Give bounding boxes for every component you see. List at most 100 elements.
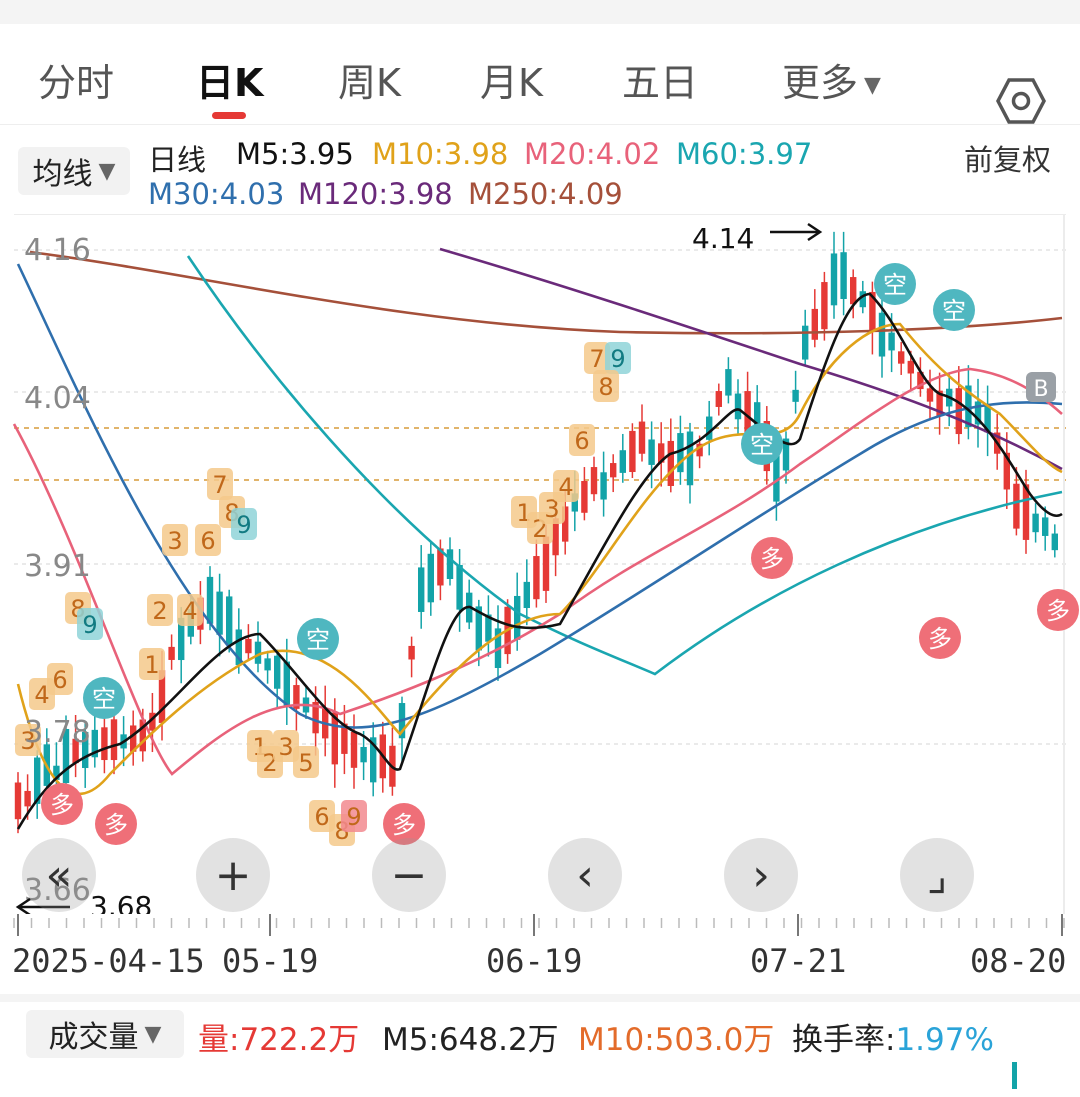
signal-more-marker-text: 多 xyxy=(1046,597,1070,625)
signal-empty-marker-text: 空 xyxy=(942,297,966,325)
td-count-box xyxy=(162,524,188,556)
candle-body xyxy=(139,719,146,752)
td-count-text: 6 xyxy=(574,427,589,455)
ma10-label: M10:3.98 xyxy=(372,137,509,171)
candle-body xyxy=(226,596,233,645)
candle-body xyxy=(254,641,262,664)
signal-more-marker-text: 多 xyxy=(50,791,74,819)
signal-empty-marker-dot xyxy=(297,618,339,660)
candle-body xyxy=(523,581,530,609)
signal-empty-marker-text: 空 xyxy=(750,431,774,459)
tab-more[interactable]: 更多 ▼ xyxy=(782,52,881,107)
candle-body xyxy=(869,291,876,332)
kline-chart[interactable]: 空空空空空多多多多多多7986123478936241894631235689B… xyxy=(0,213,1080,923)
zoom-out-button[interactable]: − xyxy=(372,838,446,912)
td-count-text: 9 xyxy=(346,803,361,831)
ma-dropdown-label: 均线 xyxy=(32,157,93,192)
zoom-in-button[interactable]: + xyxy=(196,838,270,912)
signal-empty-marker-dot xyxy=(741,423,783,465)
td-count-box xyxy=(273,730,299,762)
signal-empty-marker: 空 xyxy=(874,263,916,305)
candle-body xyxy=(475,606,482,651)
signal-more-marker: 多 xyxy=(95,803,137,845)
td-count-text: 5 xyxy=(298,749,313,777)
tab-weekly-k[interactable]: 周K xyxy=(338,61,401,105)
tab-monthly-k[interactable]: 月K xyxy=(480,61,543,105)
td-count-marker: 8 xyxy=(593,370,619,402)
candle-body xyxy=(907,360,914,374)
scroll-left-button[interactable]: ‹ xyxy=(548,838,622,912)
tab-daily-k[interactable]: 日K xyxy=(196,61,264,105)
td-count-marker: 6 xyxy=(309,800,335,832)
tab-intraday[interactable]: 分时 xyxy=(38,61,115,105)
adjust-mode[interactable]: 前复权 xyxy=(964,143,1052,177)
td-count-marker: 7 xyxy=(584,342,610,374)
turnover-value: 1.97% xyxy=(895,1022,994,1058)
caret-down-icon: ▼ xyxy=(144,1021,162,1047)
volume-panel xyxy=(0,994,1080,1097)
price-label-3: 3.91 xyxy=(24,549,91,584)
volume-dropdown[interactable]: 成交量 ▼ xyxy=(26,1010,184,1058)
signal-empty-marker-text: 空 xyxy=(883,271,907,299)
candle-body xyxy=(350,731,358,768)
candle-body xyxy=(667,440,674,486)
candle-body xyxy=(62,729,70,784)
candle-body xyxy=(821,282,828,330)
candle-body xyxy=(245,638,252,654)
ma-dropdown[interactable]: 均线 ▼ xyxy=(18,147,130,195)
td-count-box xyxy=(47,663,73,695)
candle-body xyxy=(629,430,636,473)
candle-body xyxy=(130,725,137,752)
candle-body xyxy=(686,431,694,486)
candle-body xyxy=(264,658,271,671)
td-count-marker: 4 xyxy=(177,594,203,626)
date-label-3: 06-19 xyxy=(486,942,583,980)
candle-body xyxy=(850,277,857,305)
candle-body xyxy=(456,564,463,610)
scroll-to-start-button[interactable]: « xyxy=(22,838,96,912)
td-count-text: 3 xyxy=(544,495,559,523)
signal-empty-marker: 空 xyxy=(297,618,339,660)
candle-body xyxy=(408,645,415,660)
tab-more-label: 更多 xyxy=(782,61,859,105)
td-count-text: 4 xyxy=(558,473,573,501)
settings-icon[interactable] xyxy=(996,76,1046,126)
td-count-marker: 6 xyxy=(47,663,73,695)
tab-five-day[interactable]: 五日 xyxy=(622,61,699,105)
scroll-right-button[interactable]: › xyxy=(724,838,798,912)
candle-body xyxy=(917,371,924,390)
td-count-text: 1 xyxy=(144,651,159,679)
candle-body xyxy=(91,729,98,758)
candle-body xyxy=(341,723,348,754)
td-count-box xyxy=(341,800,367,832)
period-label: 日线 xyxy=(148,143,207,177)
signal-b-box xyxy=(1026,372,1056,402)
signal-empty-marker-dot xyxy=(83,677,125,719)
candle-body xyxy=(331,712,338,765)
date-label-4: 07-21 xyxy=(750,942,847,980)
candle-body xyxy=(168,646,175,660)
price-label-low: 3.66 xyxy=(24,873,91,908)
candle-body xyxy=(1032,513,1039,533)
candle-body xyxy=(974,401,982,425)
period-tabs: 分时 日K 周K 月K 五日 更多 ▼ xyxy=(0,24,1080,124)
candle-body xyxy=(562,506,569,542)
candle-body xyxy=(715,391,722,407)
candle-body xyxy=(734,393,742,420)
candle-body xyxy=(370,737,377,783)
candle-body xyxy=(101,727,108,761)
candle-body xyxy=(283,661,290,707)
candle-body xyxy=(581,480,588,513)
td-count-text: 3 xyxy=(167,527,182,555)
candle-body xyxy=(24,790,31,807)
candle-body xyxy=(274,655,281,689)
candle-body xyxy=(158,670,166,723)
ma30-line xyxy=(16,263,1063,729)
candle-body xyxy=(782,438,790,471)
signal-empty-marker-dot xyxy=(874,263,916,305)
ma30-label: M30:4.03 xyxy=(148,177,285,211)
td-count-box xyxy=(553,470,579,502)
fullscreen-button[interactable]: ⌟ xyxy=(900,838,974,912)
ma60-line xyxy=(186,255,1063,676)
ma5-line xyxy=(16,292,1063,830)
